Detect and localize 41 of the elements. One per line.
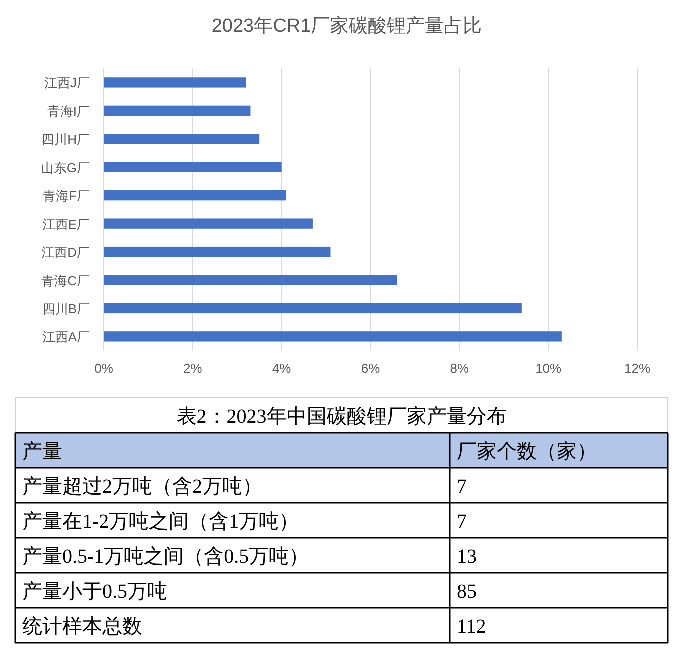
y-tick-label: 青海F厂 [43,188,90,204]
text: 产量 [22,441,62,463]
y-tick-label: 江西A厂 [42,330,90,345]
data-label: 7 [457,511,467,533]
x-tick-label: 0% [94,360,114,376]
bar [104,134,260,144]
bar [104,190,286,201]
y-tick-label: 江西J厂 [44,76,90,91]
x-tick-label: 12% [624,360,651,376]
data-label: 7 [457,476,467,498]
y-tick-label: 四川B厂 [42,301,90,316]
bar [104,275,398,286]
y-tick-label: 江西D厂 [42,245,90,260]
bar [104,106,251,116]
data-label: 85 [457,581,477,603]
category-label: 统计样本总数 [22,616,142,638]
x-tick-label: 4% [272,360,292,376]
category-label: 产量0.5-1万吨之间（含0.5万吨） [22,546,310,568]
y-tick-label: 山东G厂 [40,160,90,176]
bar [104,332,562,342]
category-label: 产量超过2万吨（含2万吨） [22,476,262,498]
x-tick-label: 8% [450,360,470,376]
x-tick-label: 6% [361,360,381,376]
bar [104,246,331,258]
y-tick-label: 青海C厂 [42,273,90,288]
data-label: 13 [457,546,477,568]
x-tick-label: 2% [184,360,203,376]
x-tick-label: 10% [536,360,562,376]
text: 表2：2023年中国碳酸锂厂家产量分布 [176,406,507,428]
chart-title: 2023年CR1厂家碳酸锂产量占比 [212,15,482,37]
y-tick-label: 江西E厂 [42,216,90,232]
y-tick-label: 青海I厂 [47,104,90,119]
bar [104,303,522,314]
category-label: 产量在1-2万吨之间（含1万吨） [22,511,300,533]
bar [104,218,313,229]
y-tick-label: 四川H厂 [42,132,90,148]
bar [104,162,282,172]
text: 厂家个数（家） [457,441,597,463]
data-label: 112 [457,616,486,638]
bar [104,78,246,88]
category-label: 产量小于0.5万吨 [22,581,168,603]
